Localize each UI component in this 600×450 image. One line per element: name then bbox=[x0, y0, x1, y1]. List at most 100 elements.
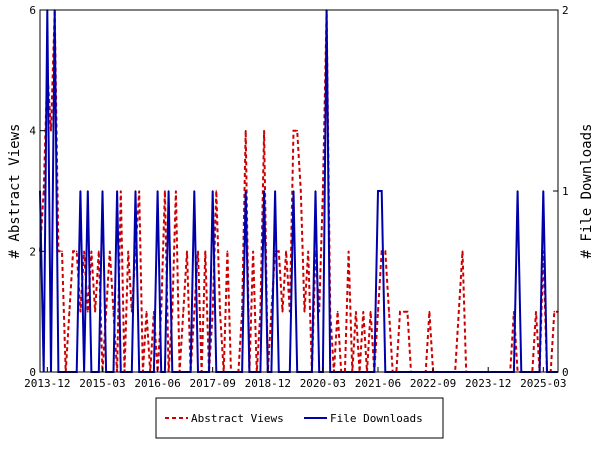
series-point bbox=[109, 250, 111, 253]
series-point bbox=[68, 310, 71, 313]
x-tick-label: 2018-12 bbox=[245, 377, 291, 390]
y-axis-left-ticks: 0 2 4 6 bbox=[29, 4, 45, 379]
x-tick-label: 2022-09 bbox=[410, 377, 456, 390]
series-point bbox=[87, 310, 89, 313]
x-tick-label: 2025-03 bbox=[520, 377, 566, 390]
series-point bbox=[72, 250, 74, 253]
y-right-tick-label: 2 bbox=[562, 4, 569, 17]
series-point bbox=[94, 310, 96, 313]
series-point bbox=[90, 250, 93, 253]
series-point bbox=[156, 190, 159, 192]
y-right-tick-label: 1 bbox=[562, 185, 569, 198]
legend-box bbox=[155, 397, 444, 439]
series-point bbox=[542, 190, 545, 192]
series-point bbox=[553, 310, 556, 313]
y-axis-right-ticks: 0 1 2 bbox=[553, 4, 569, 379]
x-tick-label: 2023-12 bbox=[465, 377, 511, 390]
series-point bbox=[285, 250, 287, 253]
series-point bbox=[274, 190, 276, 192]
series-point bbox=[292, 129, 295, 132]
series-point bbox=[79, 190, 82, 192]
series-point bbox=[406, 310, 409, 313]
series-point bbox=[322, 190, 324, 192]
legend-label-abstract-views: Abstract Views bbox=[191, 412, 284, 425]
series-point bbox=[186, 250, 188, 253]
y-axis-right-title: # File Downloads bbox=[579, 124, 595, 259]
series-point bbox=[79, 310, 82, 313]
x-tick-label: 2021-06 bbox=[355, 377, 401, 390]
series-point bbox=[193, 310, 196, 313]
series-point bbox=[263, 129, 265, 132]
legend: Abstract Views File Downloads bbox=[155, 397, 444, 439]
y-left-tick-label: 0 bbox=[29, 366, 36, 379]
y-axis-left-title: # Abstract Views bbox=[7, 124, 23, 259]
y-right-tick-label: 0 bbox=[562, 366, 569, 379]
y-left-tick-label: 2 bbox=[29, 245, 36, 258]
series-point bbox=[402, 310, 405, 313]
series-point bbox=[134, 190, 137, 192]
series-point bbox=[336, 310, 339, 313]
series-point bbox=[175, 190, 177, 192]
series-point bbox=[50, 129, 52, 132]
x-tick-label: 2017-09 bbox=[189, 377, 235, 390]
series-point bbox=[388, 310, 390, 313]
x-tick-label: 2015-03 bbox=[79, 377, 125, 390]
y-left-tick-label: 4 bbox=[29, 125, 36, 138]
series-point bbox=[355, 310, 357, 313]
series-point bbox=[61, 250, 63, 253]
x-tick-label: 2016-06 bbox=[134, 377, 180, 390]
series-point bbox=[120, 190, 122, 192]
series-point bbox=[303, 310, 306, 313]
series-point bbox=[101, 190, 104, 192]
series-point bbox=[362, 310, 365, 313]
x-tick-label: 2013-12 bbox=[24, 377, 70, 390]
series-point bbox=[182, 310, 185, 313]
series-point bbox=[42, 190, 45, 192]
series-point bbox=[211, 310, 214, 313]
series-point bbox=[219, 310, 221, 313]
series-point bbox=[377, 190, 379, 192]
series-point bbox=[252, 250, 254, 253]
series-point bbox=[75, 250, 78, 253]
series-point bbox=[193, 190, 196, 192]
series-point bbox=[244, 129, 247, 132]
series-point bbox=[399, 310, 401, 313]
x-tick-label: 2020-03 bbox=[300, 377, 346, 390]
series-point bbox=[211, 190, 214, 192]
legend-label-file-downloads: File Downloads bbox=[330, 412, 423, 425]
series-point bbox=[369, 310, 372, 313]
series-point bbox=[263, 190, 265, 192]
series-point bbox=[347, 250, 350, 253]
series-point bbox=[204, 250, 207, 253]
series-point bbox=[380, 190, 383, 192]
series-point bbox=[138, 190, 140, 192]
y-left-tick-label: 6 bbox=[29, 4, 36, 17]
x-axis-ticks: 2013-12 2015-03 2016-06 2017-09 2018-12 2020-… bbox=[24, 367, 566, 390]
series-point bbox=[145, 310, 148, 313]
series-point bbox=[461, 250, 464, 253]
series-point bbox=[83, 250, 85, 253]
series-point bbox=[296, 129, 299, 132]
series-point bbox=[167, 190, 170, 192]
series-point bbox=[116, 190, 118, 192]
series-point bbox=[458, 310, 460, 313]
series-point bbox=[197, 250, 199, 253]
series-point bbox=[292, 190, 295, 192]
series-point bbox=[516, 190, 519, 192]
series-point bbox=[281, 310, 284, 313]
series-point bbox=[384, 250, 387, 253]
series-point bbox=[98, 250, 100, 253]
plot-area bbox=[40, 10, 558, 372]
series-point bbox=[226, 250, 229, 253]
series-point bbox=[300, 190, 302, 192]
series-point bbox=[314, 190, 317, 192]
series-point bbox=[215, 190, 218, 192]
series-point bbox=[164, 190, 166, 192]
series-point bbox=[307, 250, 310, 253]
series-point bbox=[377, 310, 379, 313]
series-point bbox=[535, 310, 537, 313]
series-point bbox=[127, 250, 129, 253]
series-point bbox=[278, 250, 280, 253]
series-point bbox=[428, 310, 431, 313]
